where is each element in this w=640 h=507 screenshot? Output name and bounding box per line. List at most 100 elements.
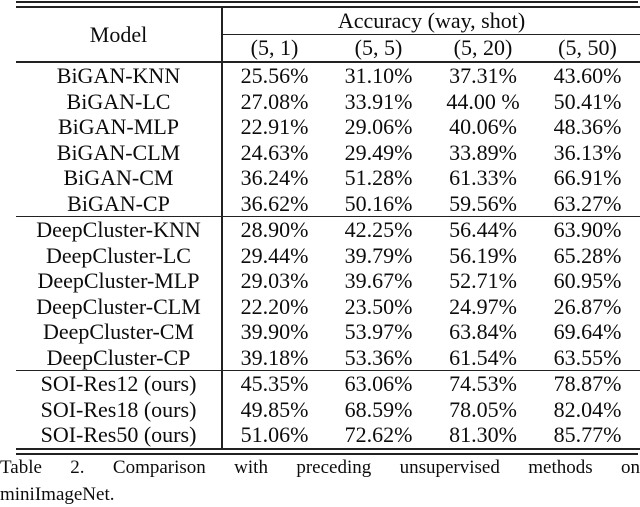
model-name-cell: DeepCluster-CP (16, 344, 223, 371)
accuracy-value-cell: 37.31% (449, 63, 517, 88)
accuracy-value-cell: 53.36% (344, 344, 413, 370)
accuracy-value-cell: 68.59% (344, 396, 413, 422)
accuracy-value-cell: 51.06% (240, 422, 309, 447)
accuracy-value-cell: 85.77% (553, 422, 622, 447)
model-name-cell: BiGAN-LC (16, 88, 223, 114)
caption-line-2: miniImageNet. (0, 484, 115, 505)
accuracy-value-cell: 40.06% (449, 114, 517, 139)
shot-column-header-1: (5, 5) (326, 34, 431, 63)
accuracy-value-cell: 39.90% (240, 319, 309, 344)
model-name-cell: BiGAN-KNN (16, 62, 223, 89)
model-name-cell: BiGAN-CM (16, 165, 223, 191)
shot-header-row: (5, 1) (5, 5) (5, 20) (5, 50) (16, 34, 640, 63)
accuracy-value-cell: 50.41% (553, 88, 622, 114)
accuracy-value-cell: 36.24% (240, 165, 309, 190)
accuracy-value-cell: 33.89% (449, 139, 517, 165)
table-row: BiGAN-CLM 24.63% 29.49% 33.89% 36.13% (16, 139, 640, 165)
results-table: Model Accuracy (way, shot) (5, 1) (5, 5)(… (16, 6, 640, 450)
accuracy-value-cell: 63.55% (553, 344, 622, 370)
accuracy-value-cell: 24.97% (449, 293, 517, 319)
accuracy-value-cell: 29.03% (240, 268, 309, 293)
accuracy-value-cell: 60.95% (553, 268, 622, 293)
model-name-cell: SOI-Res18 (ours) (16, 396, 223, 422)
table-row: BiGAN-CP 36.62% 50.16% 59.56% 63.27% (16, 190, 640, 217)
table-row: DeepCluster-KNN 28.90% 42.25% 56.44% 63.90% (16, 216, 640, 243)
table-row: SOI-Res12 (ours) 45.35% 63.06% 74.53% 78.87% (16, 370, 640, 397)
accuracy-value-cell: 56.44% (431, 216, 535, 243)
accuracy-value-cell: 61.54% (449, 344, 517, 370)
accuracy-value-cell: 56.19% (449, 242, 517, 268)
model-name-cell: BiGAN-MLP (16, 114, 223, 140)
accuracy-value-cell: 22.20% (240, 293, 309, 319)
shot-column-header-2: (5, 20) (431, 34, 535, 63)
shot-column-header-3: (5, 50) (535, 34, 640, 63)
accuracy-value-cell: 29.49% (344, 139, 413, 165)
accuracy-value-cell: 63.84% (449, 319, 517, 344)
model-name-cell: BiGAN-CP (16, 190, 223, 217)
model-name-cell: SOI-Res12 (ours) (16, 370, 223, 397)
accuracy-value-cell: 50.16% (344, 190, 413, 216)
table-row: BiGAN-MLP 22.91% 29.06% 40.06% 48.36% (16, 114, 640, 140)
accuracy-value-cell: 36.62% (240, 190, 309, 216)
accuracy-value-cell: 53.97% (344, 319, 413, 344)
accuracy-value-cell: 63.27% (553, 190, 622, 216)
table-caption: Table 2. Comparison with preceding unsup… (0, 454, 640, 507)
results-table-frame: Model Accuracy (way, shot) (5, 1) (5, 5)(… (16, 1, 640, 455)
accuracy-group-header: Accuracy (way, shot) (222, 7, 640, 35)
table-row: BiGAN-KNN 25.56% 31.10% 37.31% 43.60% (16, 62, 640, 89)
table-row: SOI-Res50 (ours) 51.06% 72.62% 81.30% 85.77% (16, 422, 640, 449)
table-row: DeepCluster-CM 39.90% 53.97% 63.84% 69.64% (16, 319, 640, 345)
accuracy-value-cell: 65.28% (553, 242, 622, 268)
accuracy-value-cell: 29.44% (240, 242, 309, 268)
accuracy-value-cell: 63.90% (535, 216, 640, 243)
table-row: BiGAN-LC 27.08% 33.91% 44.00 % 50.41% (16, 88, 640, 114)
accuracy-value-cell: 82.04% (553, 396, 622, 422)
accuracy-value-cell: 61.33% (449, 165, 517, 190)
accuracy-value-cell: 63.06% (326, 370, 431, 397)
model-name-cell: BiGAN-CLM (16, 139, 223, 165)
table-row: SOI-Res18 (ours) 49.85% 68.59% 78.05% 82.04% (16, 396, 640, 422)
accuracy-value-cell: 27.08% (240, 88, 309, 114)
accuracy-value-cell: 49.85% (240, 396, 309, 422)
accuracy-value-cell: 39.18% (240, 344, 309, 370)
accuracy-value-cell: 48.36% (553, 114, 622, 139)
table-row: DeepCluster-MLP 29.03% 39.67% 52.71% 60.95% (16, 268, 640, 294)
model-name-cell: DeepCluster-CLM (16, 293, 223, 319)
accuracy-value-cell: 66.91% (553, 165, 622, 190)
accuracy-value-cell: 69.64% (553, 319, 622, 344)
accuracy-value-cell: 31.10% (344, 63, 413, 88)
accuracy-value-cell: 81.30% (449, 422, 517, 447)
accuracy-value-cell: 78.87% (535, 370, 640, 397)
shot-column-header-0: (5, 1) (222, 34, 326, 63)
accuracy-value-cell: 78.05% (449, 396, 517, 422)
caption-line-1: Table 2. Comparison with preceding unsup… (0, 457, 640, 478)
accuracy-value-cell: 44.00 % (446, 88, 520, 114)
accuracy-value-cell: 51.28% (344, 165, 413, 190)
accuracy-value-cell: 72.62% (344, 422, 413, 447)
model-name-cell: SOI-Res50 (ours) (16, 422, 223, 449)
table-row: DeepCluster-CP 39.18% 53.36% 61.54% 63.55% (16, 344, 640, 371)
accuracy-value-cell: 52.71% (449, 268, 517, 293)
accuracy-value-cell: 25.56% (240, 63, 309, 88)
accuracy-value-cell: 28.90% (222, 216, 326, 243)
accuracy-header-row: Model Accuracy (way, shot) (16, 7, 640, 63)
model-name-cell: DeepCluster-KNN (16, 216, 223, 243)
accuracy-value-cell: 43.60% (553, 63, 622, 88)
model-name-cell: DeepCluster-MLP (16, 268, 223, 294)
model-name-cell: DeepCluster-CM (16, 319, 223, 345)
table-row: DeepCluster-LC 29.44% 39.79% 56.19% 65.28% (16, 242, 640, 268)
accuracy-value-cell: 59.56% (449, 190, 517, 216)
accuracy-value-cell: 26.87% (553, 293, 622, 319)
accuracy-value-cell: 74.53% (431, 370, 535, 397)
accuracy-value-cell: 33.91% (344, 88, 413, 114)
model-column-header: Model (16, 7, 223, 63)
table-body: BiGAN-KNN 25.56% 31.10% 37.31% 43.60% BiGAN-L… (16, 62, 640, 449)
accuracy-value-cell: 39.67% (344, 268, 413, 293)
accuracy-value-cell: 42.25% (326, 216, 431, 243)
table-row: BiGAN-CM 36.24% 51.28% 61.33% 66.91% (16, 165, 640, 191)
table-row: DeepCluster-CLM 22.20% 23.50% 24.97% 26.87% (16, 293, 640, 319)
accuracy-value-cell: 29.06% (344, 114, 413, 139)
accuracy-value-cell: 39.79% (344, 242, 413, 268)
model-name-cell: DeepCluster-LC (16, 242, 223, 268)
accuracy-value-cell: 22.91% (240, 114, 309, 139)
